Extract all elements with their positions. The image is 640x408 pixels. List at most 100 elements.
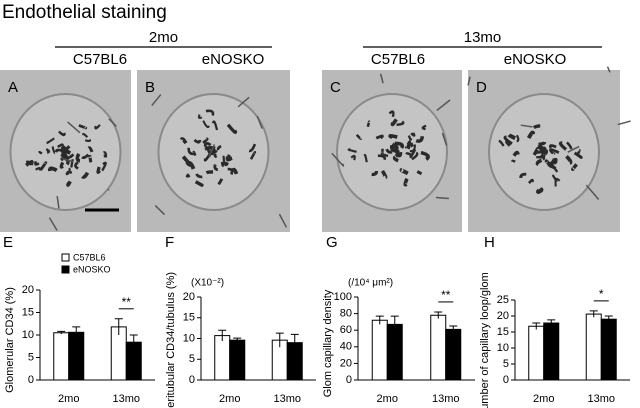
y-tick-label: 0: [189, 374, 195, 386]
capillary: [211, 120, 219, 131]
x-tick-label: 2mo: [58, 393, 79, 405]
tissue-edge: [467, 76, 471, 86]
panel-letter: E: [3, 234, 13, 251]
tissue-edge: [331, 152, 345, 168]
tissue-edge: [48, 217, 58, 231]
capillary: [535, 158, 543, 166]
capillary: [380, 153, 389, 158]
capillary: [576, 148, 581, 156]
y-tick-label: 0: [503, 374, 509, 386]
capillary: [84, 138, 92, 143]
capillary: [197, 114, 203, 119]
capillary: [535, 187, 544, 194]
capillary: [101, 161, 107, 172]
capillary: [566, 141, 573, 150]
capillary: [371, 170, 379, 177]
y-axis-label: Number of capillary loop/glom: [479, 272, 491, 408]
y-axis-unit: (/10⁴ μm²): [348, 278, 393, 289]
capillary: [217, 178, 224, 186]
panel-letter: H: [484, 234, 495, 251]
tissue-edge: [585, 184, 600, 200]
y-tick-label: 15: [22, 306, 34, 318]
error-bar: [604, 315, 613, 323]
capillary: [350, 154, 356, 161]
bar: [68, 331, 85, 381]
capillary: [390, 118, 398, 127]
error-bar: [589, 310, 598, 318]
y-tick-label: 15: [183, 312, 195, 324]
panel-letter: F: [165, 234, 174, 251]
x-tick-label: 2mo: [533, 393, 554, 405]
tissue-edge: [341, 163, 345, 166]
tissue-edge: [606, 66, 611, 73]
capillary: [407, 135, 413, 141]
capillary: [27, 159, 34, 166]
bar: [528, 325, 545, 381]
micrograph: [137, 70, 290, 232]
capillary: [510, 159, 516, 163]
capillary: [54, 148, 59, 153]
capillary: [205, 170, 214, 175]
capillary: [421, 124, 427, 131]
tissue-edge: [567, 145, 580, 153]
capillary: [554, 177, 561, 187]
y-tick-label: 5: [28, 351, 34, 363]
capillary: [416, 170, 423, 176]
y-axis-unit: (X10⁻²): [191, 278, 224, 289]
tissue-edge: [56, 195, 60, 209]
y-tick-label: 25: [497, 294, 509, 306]
capillary: [411, 151, 419, 161]
figure-title: Endothelial staining: [2, 2, 167, 23]
capillary: [527, 178, 534, 184]
micrograph: [467, 66, 631, 232]
capillary: [51, 146, 56, 155]
legend-label: eNOSKO: [73, 264, 111, 274]
capillary: [38, 150, 43, 155]
x-tick-label: 13mo: [587, 393, 615, 405]
tissue-edge: [435, 196, 449, 200]
capillary: [193, 138, 202, 144]
panel-letter: B: [145, 79, 155, 96]
capillary: [102, 151, 108, 158]
x-tick-label: 2mo: [219, 393, 240, 405]
capillary: [392, 155, 399, 163]
capillary: [388, 110, 395, 118]
capillary: [195, 173, 203, 179]
tissue-edge: [520, 124, 533, 128]
tissue-edge: [436, 99, 451, 112]
y-tick-label: 60: [340, 324, 352, 336]
y-tick-label: 100: [334, 291, 352, 303]
bar: [585, 313, 602, 381]
tissue-edge: [67, 121, 81, 134]
tissue-edge: [107, 188, 110, 191]
capillary: [230, 167, 239, 175]
capillary: [515, 134, 520, 143]
bar: [543, 322, 560, 381]
tissue-edge: [379, 73, 384, 84]
capillary: [96, 166, 101, 174]
y-tick-label: 10: [183, 332, 195, 344]
tissue-edge: [151, 94, 162, 107]
y-axis-label: Peritubular CD34/tubulus (%): [165, 272, 177, 408]
capillary: [390, 144, 397, 153]
error-bar: [547, 319, 556, 327]
capillary: [58, 130, 66, 137]
column-label: C57BL6: [371, 51, 425, 68]
capillary: [213, 164, 219, 172]
capillary: [224, 161, 230, 167]
capillary: [380, 148, 384, 155]
capillary: [203, 142, 212, 147]
y-tick-label: 0: [346, 374, 352, 386]
y-axis-label: Glom capillary density: [322, 289, 334, 397]
capillary: [394, 151, 403, 158]
x-tick-label: 13mo: [112, 393, 140, 405]
capillary: [420, 150, 430, 161]
y-tick-label: 20: [183, 291, 195, 303]
y-tick-label: 10: [497, 342, 509, 354]
capillary: [81, 153, 90, 160]
capillary: [498, 139, 505, 147]
group-label: 13mo: [464, 29, 502, 46]
tissue-edge: [154, 204, 166, 216]
capillary: [503, 135, 513, 145]
